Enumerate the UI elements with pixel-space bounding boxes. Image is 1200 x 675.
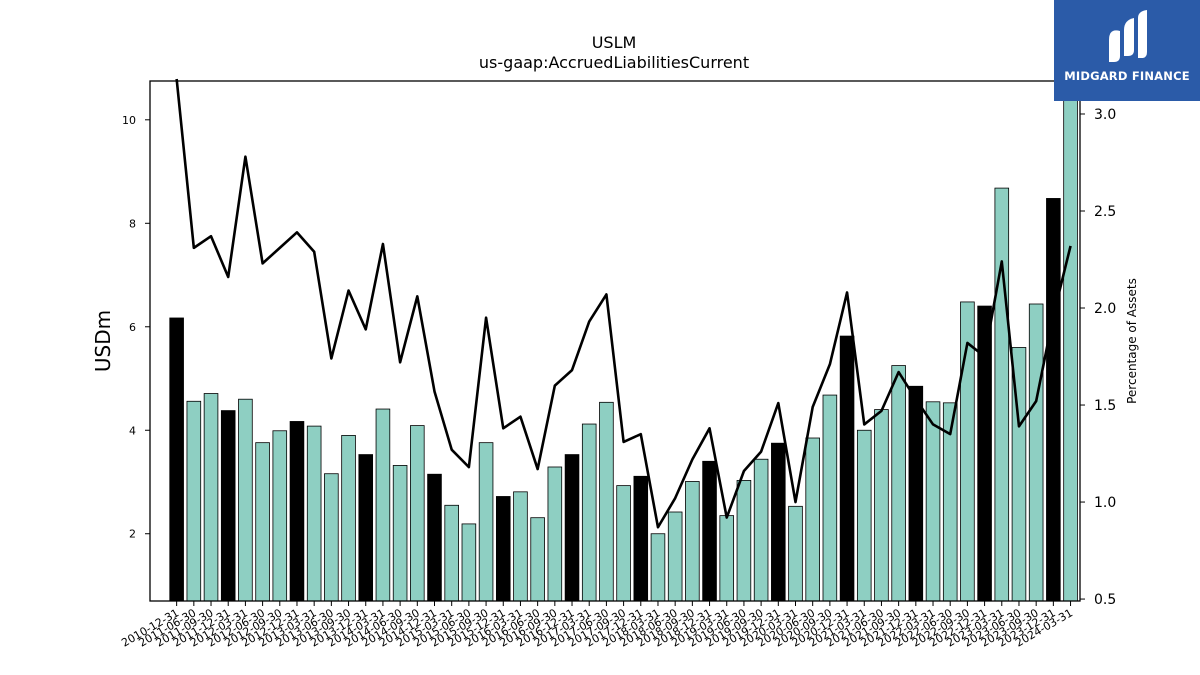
bar [1028,303,1044,602]
bar [564,454,580,602]
bar [581,423,597,602]
y-tick-label: 2 [129,528,136,541]
bar-series [169,80,1078,602]
bar [788,505,803,602]
bar [289,421,305,602]
bar [616,485,631,602]
bar [685,481,700,602]
bar [530,517,545,602]
bar [513,491,528,602]
bar [547,466,563,602]
bar [341,435,356,602]
bar [736,480,752,602]
bar [427,473,442,602]
y-tick-label: 6 [129,321,136,334]
bar [444,504,459,602]
bar [495,496,511,602]
y-axis-left: 2 4 6 8 10 [122,114,150,541]
plot-frame [149,80,1081,602]
y2-tick-label: 2.5 [1094,204,1116,220]
bar [306,425,322,602]
y-axis-label: USDm [91,310,115,372]
y2-tick-label: 1.5 [1094,398,1116,414]
bar [994,187,1010,602]
bar [255,442,270,602]
percentage-line-series [175,78,1072,529]
bar [478,442,494,602]
y2-tick-label: 2.0 [1094,301,1116,317]
bar [599,401,614,602]
y-tick-label: 4 [129,424,136,437]
bar [203,393,219,602]
brand-logo: MIDGARD FINANCE [1054,0,1200,101]
logo-mark-icon [1109,10,1147,62]
bar [771,442,786,602]
bar [358,454,374,602]
bar [392,465,408,602]
y-tick-label: 10 [122,114,136,127]
bar [874,409,889,602]
bar [1063,80,1078,602]
chart-title: USLM [592,33,637,52]
y2-tick-label: 3.0 [1094,107,1116,123]
bar [839,335,855,602]
bar [719,515,735,602]
bar [1046,198,1061,602]
percentage-line [175,78,1072,529]
bar [856,429,872,602]
bar [667,511,683,602]
y2-axis-label: Percentage of Assets [1125,278,1139,404]
y-tick-label: 8 [129,217,136,230]
bar [375,408,391,602]
y2-tick-label: 0.5 [1094,592,1116,608]
y2-tick-label: 1.0 [1094,495,1116,511]
bar [908,385,924,602]
bar [238,398,253,602]
bar [891,365,906,602]
bar [461,523,477,602]
logo-text: MIDGARD FINANCE [1064,69,1190,83]
bar [650,533,666,602]
bar [702,460,717,602]
bar [753,458,769,602]
bar [324,473,339,602]
bar [633,475,649,602]
bar [410,425,425,602]
bar [220,410,236,602]
chart-subtitle: us-gaap:AccruedLiabilitiesCurrent [479,53,749,72]
bar [272,430,288,602]
bar [822,394,838,602]
bar [186,400,202,602]
bar [169,317,184,602]
x-axis: 2010-12-312011-06-302011-09-302011-12-31… [119,601,1075,650]
bar [805,437,820,602]
bar [925,401,941,602]
y-axis-right: 0.5 1.0 1.5 2.0 2.5 3.0 [1080,107,1116,608]
